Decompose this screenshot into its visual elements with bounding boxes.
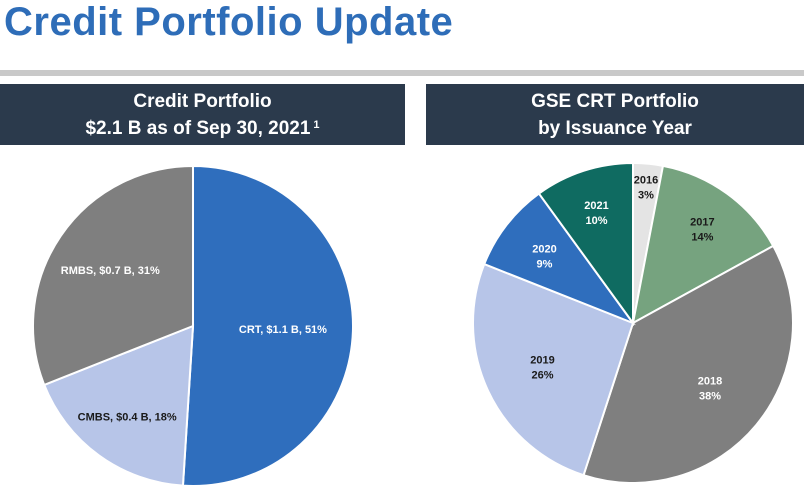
gse-crt-header: GSE CRT Portfolio by Issuance Year [426, 84, 804, 145]
credit-portfolio-header-line2: $2.1 B as of Sep 30, 2021 1 [0, 115, 405, 145]
pie-label-cmbs: CMBS, $0.4 B, 18% [78, 412, 177, 424]
credit-portfolio-header: Credit Portfolio $2.1 B as of Sep 30, 20… [0, 84, 405, 145]
gse-crt-pie-chart: 2016 3% 2017 14% 2018 38% 2019 26% 2020 9% 2021 10% [472, 161, 794, 484]
pie-slice-2018 [582, 244, 794, 484]
page-title: Credit Portfolio Update [4, 0, 454, 44]
pie-slice-2017 [631, 164, 775, 325]
pie-percent-2019: 26% [532, 370, 554, 382]
pie-percent-2016: 3% [638, 190, 654, 202]
credit-portfolio-header-line1: Credit Portfolio [133, 91, 272, 112]
pie-label-rmbs: RMBS, $0.7 B, 31% [61, 265, 160, 277]
pie-slice-2020 [482, 192, 636, 326]
pie-percent-2017: 14% [691, 232, 713, 244]
gse-crt-header-line2: by Issuance Year [538, 118, 692, 139]
pie-label-2016: 2016 [634, 175, 658, 187]
pie-slice-crt [181, 164, 355, 487]
pie-percent-2018: 38% [699, 391, 721, 403]
pie-percent-2020: 9% [537, 258, 553, 270]
pie-label-2021: 2021 [584, 200, 608, 212]
pie-label-2020: 2020 [532, 243, 556, 255]
credit-portfolio-header-date: $2.1 B as of Sep 30, 2021 [85, 118, 311, 139]
pie-label-2018: 2018 [698, 376, 722, 388]
footnote-marker: 1 [313, 119, 320, 131]
pie-slice-rmbs [32, 164, 194, 387]
title-divider [0, 70, 804, 76]
pie-slice-2021 [537, 161, 634, 327]
pie-label-crt: CRT, $1.1 B, 51% [239, 324, 327, 336]
pie-slice-2019 [472, 262, 635, 477]
pie-slice-cmbs [42, 324, 195, 487]
pie-percent-2021: 10% [586, 215, 608, 227]
pie-label-2017: 2017 [690, 217, 714, 229]
pie-label-2019: 2019 [530, 355, 554, 367]
gse-crt-header-line1: GSE CRT Portfolio [531, 91, 699, 112]
credit-portfolio-pie-chart: CRT, $1.1 B, 51% CMBS, $0.4 B, 18% RMBS, $… [32, 164, 355, 487]
